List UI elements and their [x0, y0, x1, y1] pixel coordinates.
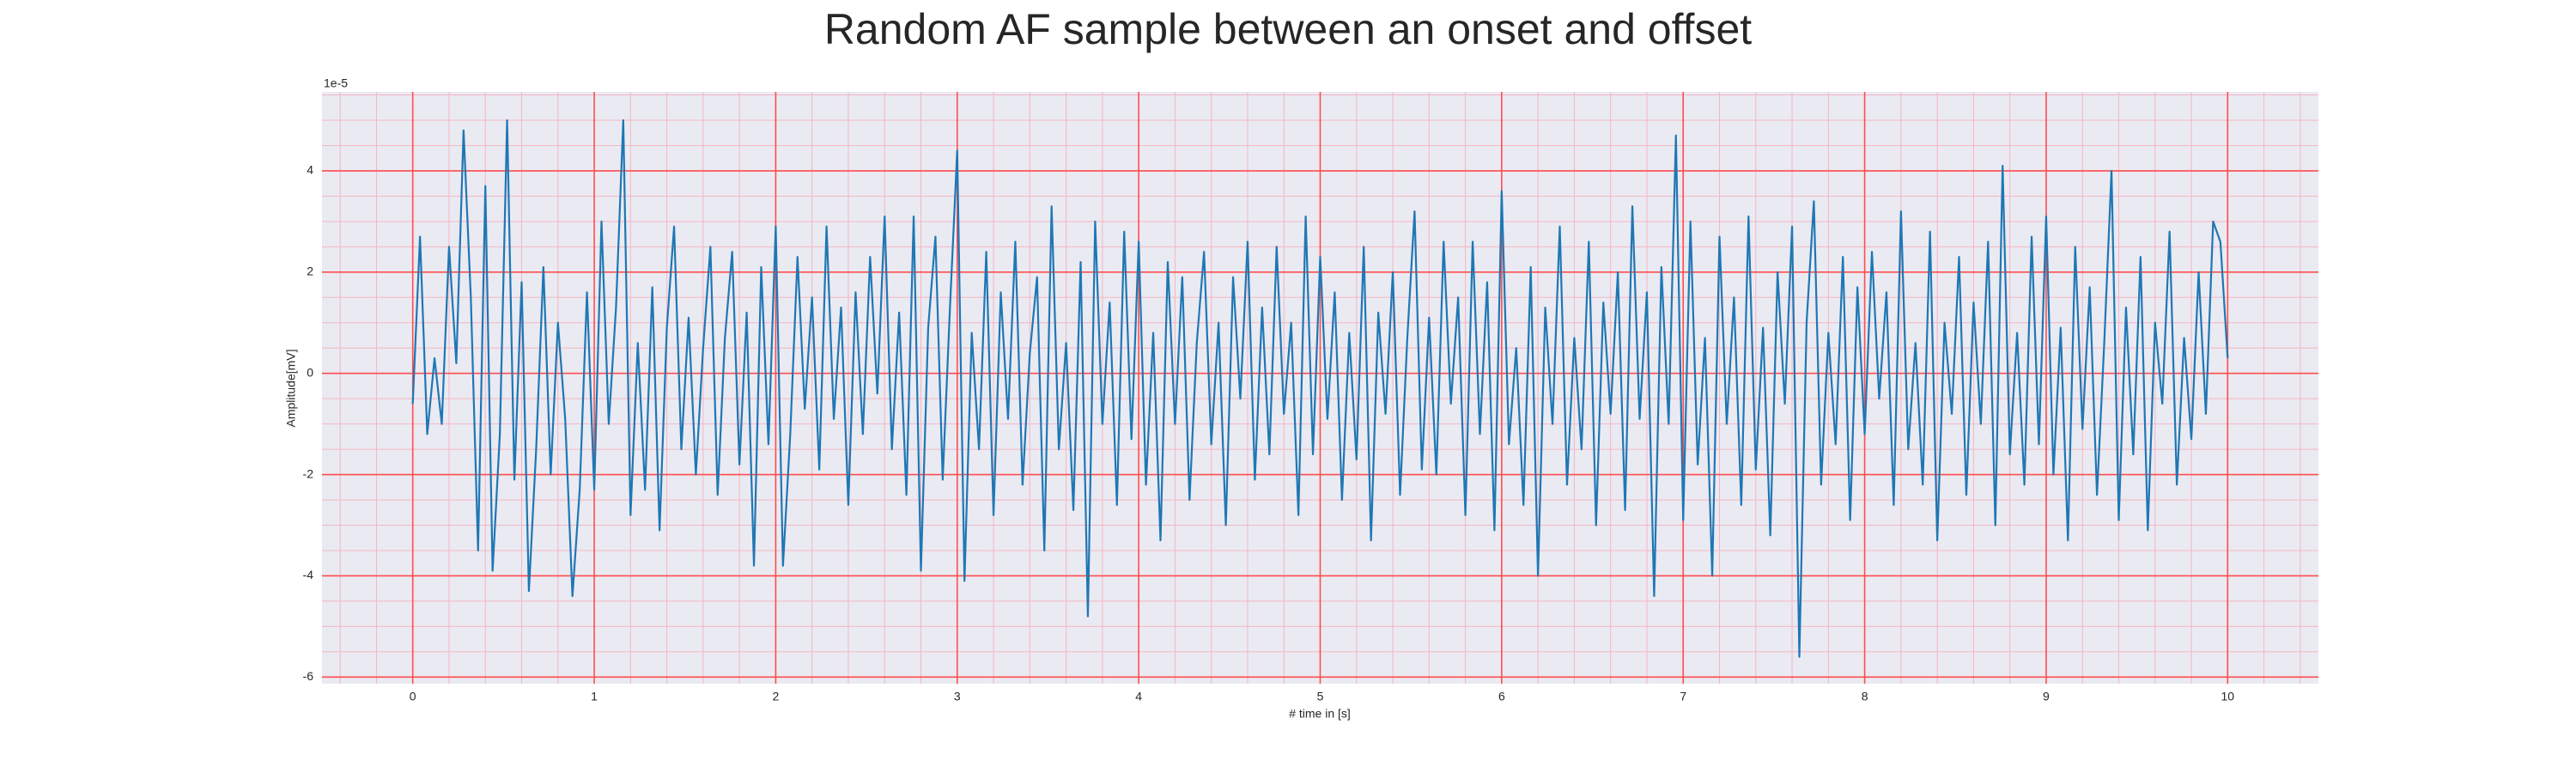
x-tick-label: 9 [2043, 690, 2050, 703]
y-axis-label: Amplitude[mV] [284, 349, 298, 427]
y-tick-label: 4 [307, 163, 313, 177]
x-tick-label: 0 [410, 690, 416, 703]
signal-line [411, 119, 2229, 658]
x-tick-label: 2 [773, 690, 780, 703]
x-tick-label: 4 [1135, 690, 1142, 703]
y-tick-label: 2 [307, 265, 313, 278]
x-tick-label: 1 [591, 690, 598, 703]
x-tick-label: 8 [1862, 690, 1868, 703]
chart-title: Random AF sample between an onset and of… [824, 5, 1752, 53]
x-tick-label: 7 [1680, 690, 1686, 703]
y-tick-label: -4 [303, 568, 314, 581]
x-tick-label: 5 [1317, 690, 1324, 703]
x-axis-label: # time in [s] [1289, 707, 1351, 721]
x-tick-label: 3 [954, 690, 961, 703]
y-tick-label: -2 [303, 466, 314, 480]
x-tick-label: 10 [2221, 690, 2235, 703]
x-tick-label: 6 [1498, 690, 1505, 703]
y-offset-label: 1e-5 [324, 76, 348, 90]
y-tick-label: -6 [303, 669, 314, 683]
y-tick-label: 0 [307, 365, 313, 379]
